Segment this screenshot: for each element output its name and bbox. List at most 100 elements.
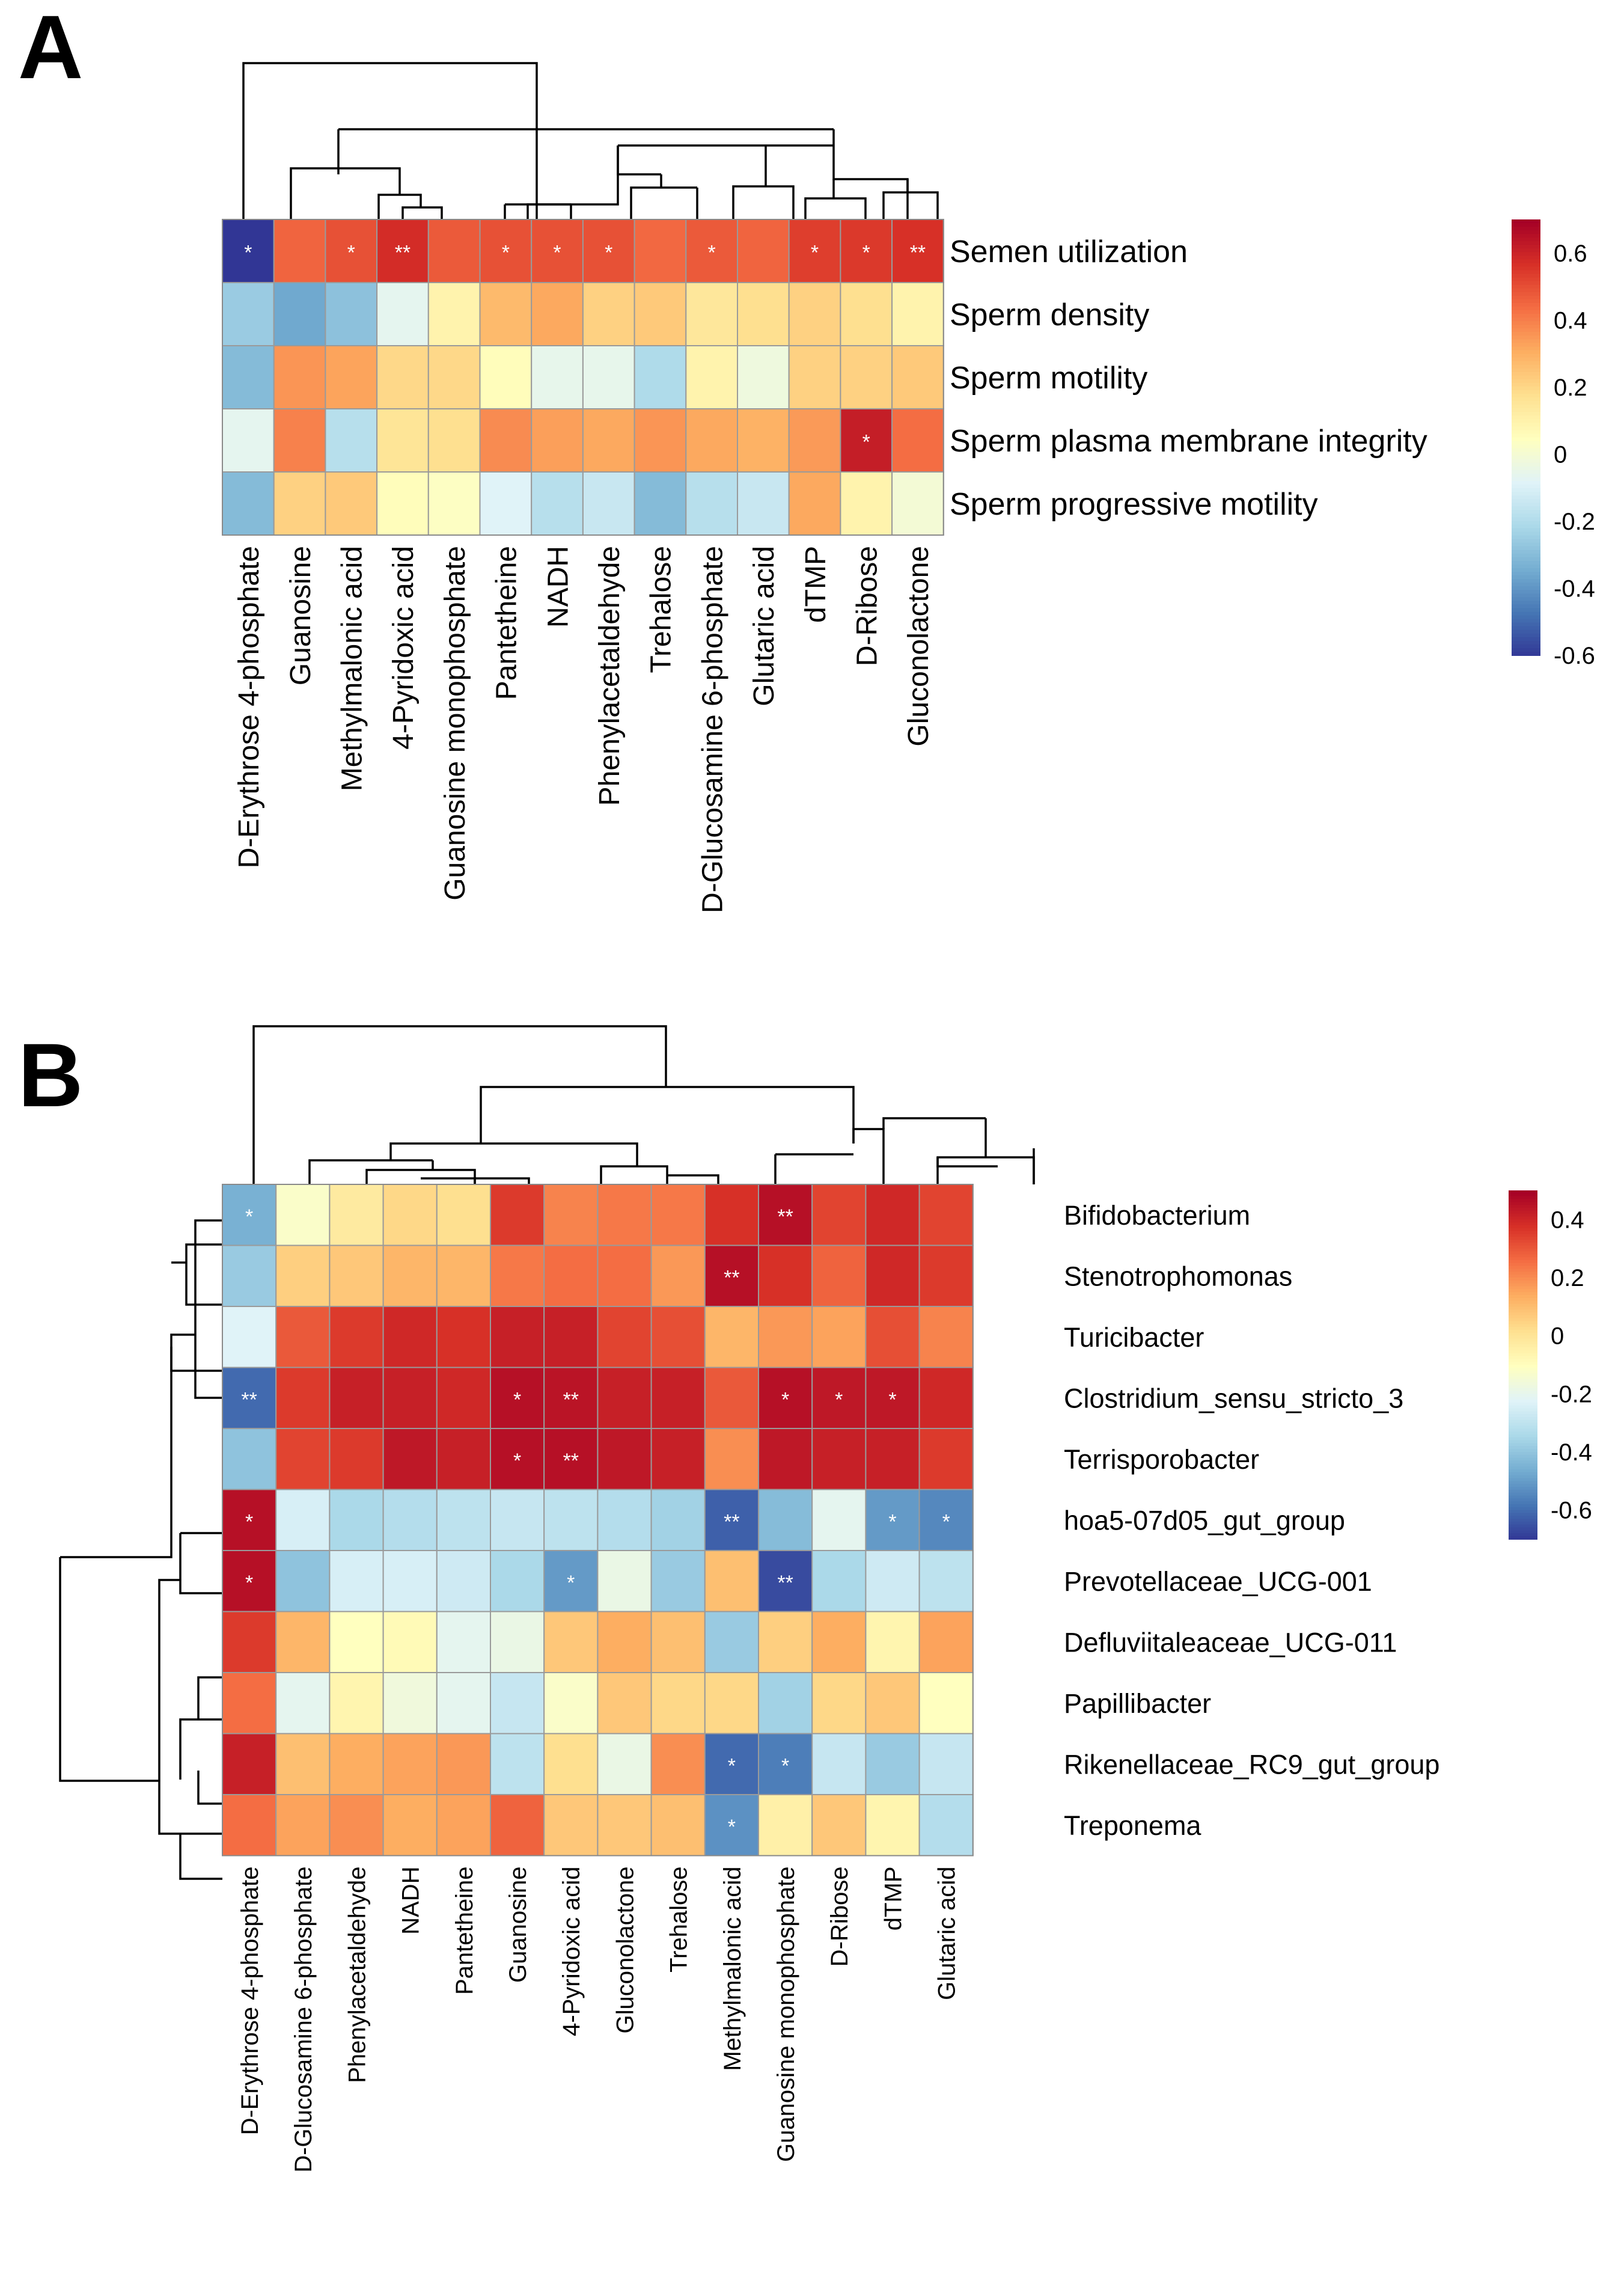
colorbar-segment <box>1512 266 1540 271</box>
heatmap-cell <box>275 1550 331 1612</box>
colorbar-tick-label: 0.4 <box>1554 307 1587 334</box>
heatmap-cell <box>382 1550 438 1612</box>
heatmap-cell <box>275 1611 331 1673</box>
heatmap-cell <box>427 219 481 283</box>
heatmap-cell <box>490 1245 545 1307</box>
significance-marker: * <box>605 242 612 265</box>
heatmap-cell <box>436 1367 491 1429</box>
colorbar-tick-label: 0.2 <box>1551 1265 1584 1291</box>
heatmap-cell <box>325 282 378 346</box>
column-label: D-Erythrose 4-phosphate <box>237 1867 263 2135</box>
colorbar-segment <box>1512 583 1540 587</box>
heatmap-cell <box>811 1733 867 1795</box>
colorbar-segment <box>1512 637 1540 641</box>
colorbar-tick-label: -0.6 <box>1554 643 1595 669</box>
colorbar-segment <box>1512 223 1540 228</box>
heatmap-cell <box>427 282 481 346</box>
colorbar-segment <box>1509 1419 1537 1424</box>
heatmap-cell <box>704 1184 760 1246</box>
column-label: 4-Pyridoxic acid <box>558 1867 585 2036</box>
colorbar-segment <box>1512 506 1540 511</box>
heatmap-cell <box>376 345 429 409</box>
heatmap-cell <box>222 345 275 409</box>
colorbar-segment <box>1509 1324 1537 1328</box>
heatmap-cell <box>222 1611 277 1673</box>
colorbar-segment <box>1509 1269 1537 1273</box>
colorbar-segment <box>1512 350 1540 355</box>
heatmap-cell <box>436 1672 491 1734</box>
colorbar-segment <box>1509 1463 1537 1468</box>
colorbar-segment <box>1509 1524 1537 1528</box>
colorbar-segment <box>1509 1280 1537 1284</box>
colorbar-segment <box>1512 237 1540 242</box>
colorbar-segment <box>1509 1457 1537 1462</box>
colorbar-segment <box>1509 1245 1537 1249</box>
heatmap-cell <box>222 1794 277 1857</box>
colorbar-segment <box>1509 1199 1537 1203</box>
colorbar-segment <box>1509 1356 1537 1360</box>
colorbar-segment <box>1509 1365 1537 1368</box>
column-label: Trehalose <box>646 546 677 673</box>
heatmap-cell <box>543 1245 599 1307</box>
colorbar-segment <box>1512 227 1540 231</box>
colorbar-segment <box>1512 307 1540 311</box>
colorbar-tick-label: -0.6 <box>1551 1498 1592 1524</box>
colorbar-segment <box>1512 274 1540 278</box>
heatmap-cell <box>758 1733 813 1795</box>
colorbar-segment <box>1509 1394 1537 1398</box>
heatmap-cell <box>811 1367 867 1429</box>
heatmap-cell <box>436 1611 491 1673</box>
heatmap-cell <box>427 408 481 473</box>
heatmap-cell <box>891 345 944 409</box>
heatmap-cell <box>222 1672 277 1734</box>
colorbar-segment <box>1512 644 1540 649</box>
significance-marker: * <box>811 242 819 265</box>
colorbar-segment <box>1509 1376 1537 1380</box>
colorbar-segment <box>1509 1437 1537 1441</box>
heatmap-cell <box>325 408 378 473</box>
panel-b-column-dendrogram <box>252 1025 1035 1184</box>
heatmap-cell <box>479 471 533 536</box>
heatmap-cell <box>811 1306 867 1368</box>
heatmap-cell <box>704 1367 760 1429</box>
colorbar-segment <box>1509 1213 1537 1217</box>
colorbar-segment <box>1512 564 1540 569</box>
heatmap-cell <box>685 282 739 346</box>
colorbar-segment <box>1512 542 1540 547</box>
colorbar-segment <box>1512 299 1540 304</box>
heatmap-cell <box>737 219 790 283</box>
heatmap-cell <box>275 1184 331 1246</box>
heatmap-cell <box>222 1733 277 1795</box>
column-label: Phenylacetaldehyde <box>344 1867 370 2083</box>
colorbar-segment <box>1509 1347 1537 1351</box>
column-label: Trehalose <box>666 1867 692 1973</box>
heatmap-cell <box>436 1794 491 1857</box>
significance-marker: * <box>708 242 716 265</box>
colorbar-segment <box>1512 325 1540 329</box>
heatmap-cell <box>597 1428 652 1490</box>
colorbar-segment <box>1509 1222 1537 1226</box>
row-label: Sperm progressive motility <box>950 487 1318 522</box>
colorbar-segment <box>1509 1469 1537 1473</box>
column-label: Guanosine <box>285 546 317 685</box>
colorbar-segment <box>1512 619 1540 623</box>
colorbar-segment <box>1512 557 1540 562</box>
heatmap-cell <box>582 471 635 536</box>
heatmap-cell <box>436 1550 491 1612</box>
heatmap-cell <box>325 471 378 536</box>
row-label: Prevotellaceae_UCG-001 <box>1064 1566 1372 1597</box>
panel-a-colorbar: 0.6 0.4 0.2 0 -0.2 -0.4 -0.6 <box>1512 219 1595 669</box>
colorbar-segment <box>1512 593 1540 598</box>
heatmap-cell <box>811 1489 867 1551</box>
heatmap-cell <box>704 1306 760 1368</box>
heatmap-cell <box>918 1306 974 1368</box>
heatmap-cell <box>490 1367 545 1429</box>
row-label: Sperm motility <box>950 361 1147 396</box>
colorbar-segment <box>1512 401 1540 406</box>
colorbar-segment <box>1509 1370 1537 1374</box>
heatmap-cell <box>275 1672 331 1734</box>
colorbar-segment <box>1512 426 1540 431</box>
heatmap-cell <box>329 1367 384 1429</box>
colorbar-segment <box>1509 1303 1537 1308</box>
heatmap-cell <box>275 1794 331 1857</box>
